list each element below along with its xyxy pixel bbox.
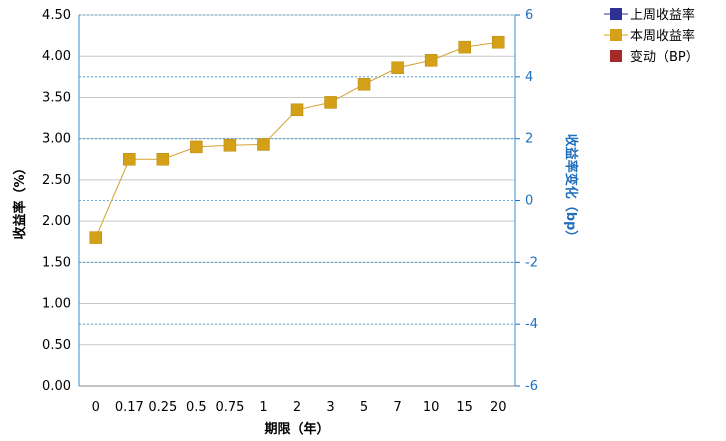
legend-swatch bbox=[610, 29, 622, 41]
y-tick-label: 1.50 bbox=[42, 255, 71, 270]
y-axis-right-title: 收益率变化（bp） bbox=[563, 134, 579, 244]
data-point bbox=[89, 231, 103, 244]
data-point bbox=[190, 140, 203, 154]
x-tick-label: 3 bbox=[326, 400, 334, 415]
x-tick-label: 20 bbox=[490, 400, 507, 415]
x-tick-label: 2 bbox=[293, 400, 301, 415]
data-point bbox=[223, 139, 237, 152]
x-tick-label: 5 bbox=[360, 400, 368, 415]
y-tick-label: 4.50 bbox=[42, 8, 71, 23]
data-point bbox=[491, 35, 505, 49]
y-tick-label: 3.50 bbox=[42, 90, 71, 105]
data-point bbox=[357, 78, 371, 91]
legend-label: 上周收益率 bbox=[630, 7, 695, 23]
y-tick-label: 4.00 bbox=[42, 49, 71, 64]
y-tick-label: 2.50 bbox=[42, 173, 71, 188]
data-point bbox=[257, 138, 270, 151]
data-point bbox=[458, 40, 471, 54]
y-right-tick-label: 2 bbox=[525, 132, 533, 147]
x-tick-label: 15 bbox=[456, 400, 473, 415]
y-right-tick-label: 6 bbox=[525, 8, 533, 23]
y-right-tick-label: 4 bbox=[525, 70, 533, 85]
x-tick-label: 0.17 bbox=[115, 400, 144, 415]
x-tick-label: 1 bbox=[259, 400, 267, 415]
x-tick-label: 0.75 bbox=[215, 400, 244, 415]
legend-swatch bbox=[610, 8, 622, 20]
axes: 0.000.501.001.502.002.503.003.504.004.50… bbox=[42, 8, 538, 415]
y-tick-label: 0.00 bbox=[42, 379, 71, 394]
x-tick-label: 0.5 bbox=[186, 400, 207, 415]
legend-item-0: 上周收益率 bbox=[604, 7, 695, 23]
legend-label: 变动（BP） bbox=[630, 49, 699, 65]
data-point bbox=[391, 61, 404, 75]
y-right-tick-label: -6 bbox=[525, 379, 538, 394]
x-tick-label: 0.25 bbox=[148, 400, 177, 415]
x-tick-label: 10 bbox=[423, 400, 440, 415]
y-right-tick-label: -2 bbox=[525, 255, 538, 270]
data-point bbox=[123, 153, 136, 166]
y-tick-label: 1.00 bbox=[42, 297, 71, 312]
data-point bbox=[156, 153, 170, 166]
y-right-tick-label: 0 bbox=[525, 194, 533, 209]
series-line-1 bbox=[95, 41, 499, 238]
data-point bbox=[424, 54, 438, 67]
data-point bbox=[324, 96, 337, 109]
data-point bbox=[290, 103, 304, 117]
y-axis-title: 收益率（%） bbox=[12, 161, 28, 239]
legend-label: 本周收益率 bbox=[630, 28, 695, 44]
x-tick-label: 7 bbox=[393, 400, 401, 415]
legend-swatch bbox=[610, 50, 622, 62]
grid bbox=[79, 14, 515, 387]
legend-item-1: 本周收益率 bbox=[604, 28, 695, 44]
y-tick-label: 2.00 bbox=[42, 214, 71, 229]
y-tick-label: 0.50 bbox=[42, 338, 71, 353]
x-axis-title: 期限（年） bbox=[264, 421, 329, 437]
y-tick-label: 3.00 bbox=[42, 132, 71, 147]
x-tick-label: 0 bbox=[92, 400, 100, 415]
legend-item-2: 变动（BP） bbox=[610, 49, 699, 65]
y-right-tick-label: -4 bbox=[525, 317, 538, 332]
series bbox=[89, 35, 505, 244]
